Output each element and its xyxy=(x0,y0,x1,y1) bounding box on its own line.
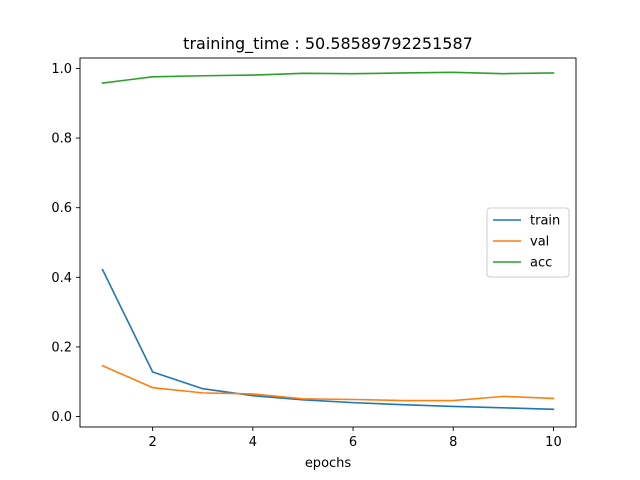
series-line-val xyxy=(101,364,555,402)
legend: train val acc xyxy=(486,207,570,278)
axes-frame xyxy=(79,57,577,428)
x-tick-label: 6 xyxy=(349,435,357,450)
x-tick-label: 8 xyxy=(449,435,457,450)
y-tick-label: 0.4 xyxy=(51,271,72,286)
x-tick-label: 10 xyxy=(545,435,562,450)
x-tick-label: 2 xyxy=(149,435,157,450)
legend-label-train: train xyxy=(530,214,560,229)
series-line-train xyxy=(101,268,555,411)
y-tick-label: 0.6 xyxy=(51,201,72,216)
legend-box xyxy=(486,207,570,278)
series-line-acc xyxy=(101,71,555,84)
y-tick-label: 0.2 xyxy=(51,340,72,355)
x-tick-label: 4 xyxy=(249,435,257,450)
y-tick-label: 1.0 xyxy=(51,62,72,77)
chart-title: training_time : 50.58589792251587 xyxy=(183,34,473,54)
x-axis-label: epochs xyxy=(305,456,352,471)
y-tick-label: 0.8 xyxy=(51,132,72,147)
legend-label-val: val xyxy=(530,235,549,250)
legend-label-acc: acc xyxy=(530,256,552,271)
y-tick-label: 0.0 xyxy=(51,410,72,425)
plot-area: 2 4 6 8 10 0.0 0.2 0.4 0.6 0.8 1.0 train val acc xyxy=(51,57,577,450)
